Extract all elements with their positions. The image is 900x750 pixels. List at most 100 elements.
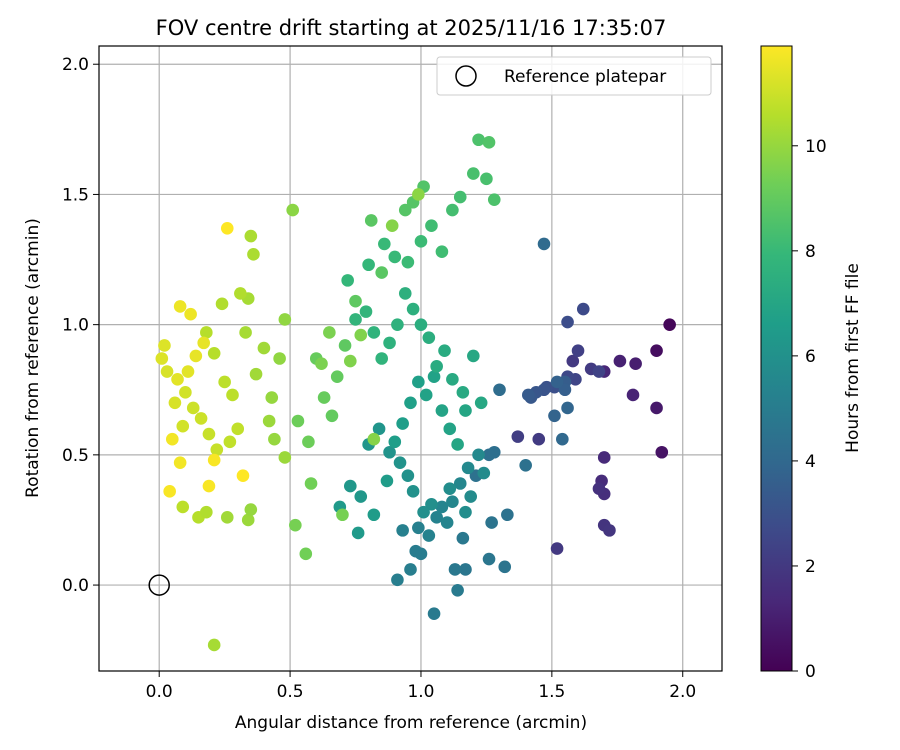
data-point — [244, 229, 258, 243]
x-tick-label: 0.0 — [146, 682, 173, 702]
data-point — [207, 638, 221, 652]
data-point — [487, 193, 501, 206]
data-point — [440, 516, 454, 529]
x-axis-ticks: 0.0 0.5 1.0 1.5 2.0 — [146, 671, 696, 702]
data-point — [511, 430, 525, 443]
data-point — [425, 219, 438, 232]
data-point — [456, 531, 470, 545]
data-point — [323, 326, 336, 339]
data-point — [236, 469, 250, 482]
data-point — [566, 354, 580, 368]
data-point — [338, 339, 352, 352]
data-point — [414, 235, 428, 248]
x-tick-label: 0.5 — [277, 682, 304, 702]
colorbar — [760, 45, 793, 672]
data-point — [550, 542, 564, 555]
data-point — [472, 448, 485, 462]
data-point — [354, 328, 368, 342]
y-tick-label: 1.5 — [62, 185, 89, 205]
data-point — [241, 513, 255, 527]
y-axis-label: Rotation from reference (arcmin) — [23, 218, 43, 498]
data-point — [268, 432, 281, 446]
data-point — [404, 563, 417, 576]
data-point — [404, 396, 417, 410]
data-point — [367, 508, 381, 522]
data-point — [613, 354, 627, 368]
data-point — [406, 485, 420, 498]
data-point — [482, 552, 496, 566]
y-tick-label: 2.0 — [62, 55, 89, 75]
data-point — [375, 352, 389, 365]
data-point — [419, 388, 433, 402]
colorbar-tick-label: 0 — [805, 662, 816, 682]
data-point — [315, 357, 328, 371]
data-point — [398, 203, 412, 217]
data-point — [446, 495, 459, 509]
colorbar-tick-label: 8 — [805, 242, 816, 262]
data-point — [278, 313, 292, 326]
data-point — [302, 435, 315, 449]
data-point — [220, 511, 234, 524]
data-point — [409, 544, 423, 558]
data-point — [247, 248, 260, 261]
data-point — [532, 432, 546, 446]
data-point — [197, 336, 211, 350]
y-tick-label: 0.5 — [62, 446, 89, 466]
data-point — [626, 388, 640, 402]
data-point — [558, 383, 572, 397]
data-point — [186, 401, 200, 415]
data-point — [168, 396, 182, 410]
data-point — [349, 294, 362, 308]
data-point — [388, 435, 402, 449]
data-point — [451, 438, 464, 451]
data-point — [398, 287, 412, 300]
data-point — [571, 344, 585, 357]
x-axis-label: Angular distance from reference (arcmin) — [235, 713, 587, 733]
data-point — [218, 375, 231, 389]
data-point — [207, 346, 221, 360]
data-point — [592, 482, 606, 496]
data-point — [519, 458, 532, 472]
data-point — [521, 388, 535, 402]
data-point — [435, 245, 449, 259]
data-point — [391, 573, 404, 587]
data-point — [493, 383, 506, 397]
data-point — [158, 339, 171, 352]
data-point — [176, 500, 190, 514]
data-point — [556, 432, 569, 446]
data-point — [472, 133, 485, 147]
data-point — [443, 482, 457, 496]
data-point — [226, 388, 239, 402]
legend: Reference platepar — [436, 56, 712, 96]
data-point — [477, 466, 491, 480]
data-point — [467, 167, 480, 180]
data-point — [597, 451, 611, 464]
data-point — [482, 136, 496, 149]
data-point — [537, 237, 551, 251]
legend-marker — [455, 65, 477, 87]
data-point — [401, 469, 415, 482]
data-point — [603, 524, 616, 537]
data-point — [223, 435, 237, 449]
data-point — [215, 297, 229, 311]
data-point — [498, 560, 512, 574]
data-point — [422, 331, 436, 344]
data-point — [336, 508, 349, 522]
data-point — [291, 414, 305, 428]
data-point — [663, 318, 676, 331]
data-point — [453, 190, 467, 204]
data-point — [200, 326, 213, 339]
data-point — [286, 203, 300, 217]
data-point — [629, 357, 642, 371]
data-point — [396, 524, 409, 537]
data-point — [446, 373, 459, 386]
data-point — [181, 365, 195, 378]
data-point — [173, 300, 187, 313]
data-point — [220, 221, 234, 235]
colorbar-tick-label: 6 — [805, 347, 816, 367]
data-point — [385, 219, 399, 232]
legend-box — [436, 56, 712, 96]
data-point — [244, 503, 258, 516]
data-point — [343, 479, 357, 493]
